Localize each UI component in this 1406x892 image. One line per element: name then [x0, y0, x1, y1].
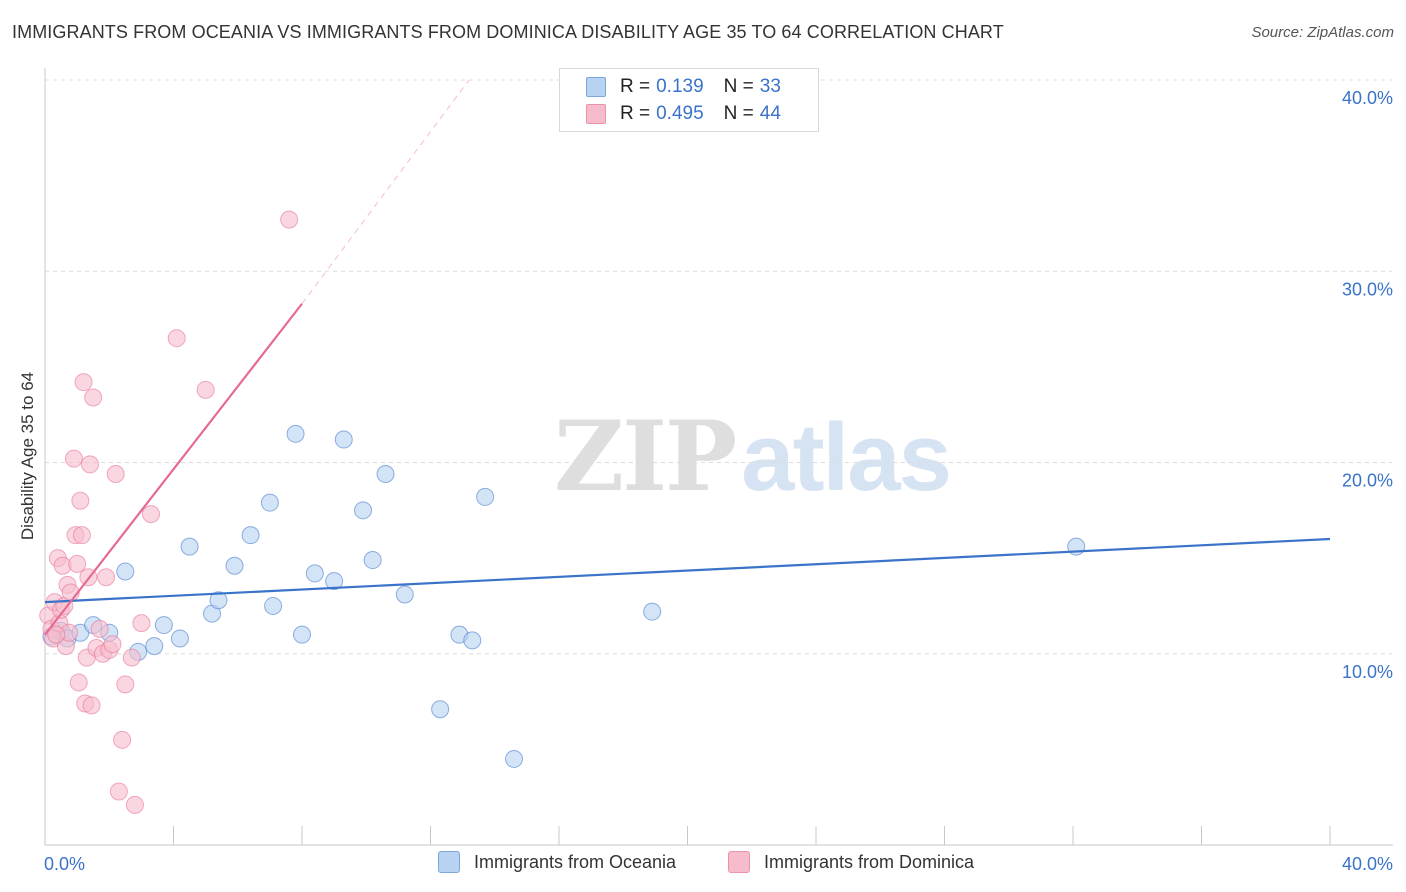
point-dominica [103, 635, 122, 654]
series-name-oceania: Immigrants from Oceania [474, 851, 677, 872]
point-dominica [80, 455, 99, 474]
point-dominica [106, 464, 125, 483]
series-legend-oceania[interactable]: Immigrants from Oceania [438, 851, 676, 873]
point-dominica [84, 388, 103, 407]
legend-n-label: N = [723, 76, 754, 97]
point-oceania [376, 464, 395, 483]
point-oceania [431, 700, 450, 719]
point-oceania [293, 625, 311, 644]
x-tick-label: 0.0% [44, 854, 85, 874]
legend-n-value: 44 [759, 103, 781, 124]
point-oceania [286, 424, 305, 443]
point-dominica [280, 210, 299, 229]
point-oceania [264, 596, 283, 615]
point-oceania [395, 585, 414, 604]
series-swatch-oceania [438, 851, 460, 873]
stats-legend: R = 0.139 N = 33 R = 0.495 N = 44 [559, 68, 819, 132]
point-dominica [90, 619, 109, 638]
point-oceania [209, 591, 228, 610]
point-dominica [74, 373, 93, 392]
legend-r-value: 0.139 [656, 76, 704, 97]
watermark-zip: ZIP [554, 400, 737, 513]
point-dominica [64, 449, 83, 468]
point-dominica [122, 648, 141, 667]
point-dominica [196, 380, 215, 399]
legend-r-label: R = [620, 76, 651, 97]
series-legend-dominica[interactable]: Immigrants from Dominica [728, 851, 974, 873]
y-axis-label: Disability Age 35 to 64 [18, 371, 37, 541]
point-dominica [142, 505, 161, 524]
watermark: ZIPatlas [554, 400, 952, 513]
point-oceania [354, 501, 373, 520]
legend-r-value: 0.495 [656, 103, 704, 124]
point-dominica [109, 782, 128, 801]
point-dominica [47, 625, 66, 644]
point-dominica [82, 696, 101, 715]
y-tick-label: 40.0% [1342, 88, 1393, 108]
y-tick-label: 30.0% [1342, 279, 1393, 299]
point-oceania [363, 551, 382, 570]
legend-n-value: 33 [759, 76, 781, 97]
series-swatch-dominica [728, 851, 750, 873]
series-name-dominica: Immigrants from Dominica [764, 851, 975, 872]
point-dominica [125, 795, 144, 814]
point-oceania [325, 572, 344, 591]
point-oceania [180, 537, 199, 556]
point-dominica [113, 730, 132, 749]
chart-title: IMMIGRANTS FROM OCEANIA VS IMMIGRANTS FR… [12, 22, 1004, 42]
point-oceania [145, 637, 164, 656]
point-oceania [170, 629, 189, 648]
point-dominica [69, 673, 88, 692]
point-oceania [505, 749, 524, 768]
point-dominica [72, 526, 91, 545]
point-oceania [116, 562, 135, 581]
legend-n-label: N = [723, 103, 754, 124]
x-tick-label: 40.0% [1342, 854, 1393, 874]
legend-row-oceania: R = 0.139 N = 33 [586, 74, 781, 100]
source-credit: Source: ZipAtlas.com [1251, 24, 1394, 41]
point-oceania [154, 616, 173, 635]
point-oceania [305, 564, 324, 583]
legend-row-dominica: R = 0.495 N = 44 [586, 101, 781, 127]
legend-swatch-oceania [586, 77, 606, 97]
series-legend: Immigrants from Oceania Immigrants from … [0, 851, 1406, 877]
y-tick-label: 10.0% [1342, 662, 1393, 682]
point-oceania [241, 526, 260, 545]
point-dominica [132, 614, 151, 633]
point-oceania [463, 631, 482, 650]
legend-swatch-dominica [586, 104, 606, 124]
trendline-oceania [44, 537, 1331, 604]
y-tick-label: 20.0% [1342, 471, 1393, 491]
legend-r-label: R = [620, 103, 651, 124]
point-dominica [167, 329, 186, 348]
point-oceania [225, 556, 244, 575]
point-oceania [334, 430, 353, 449]
point-dominica [71, 491, 90, 510]
point-oceania [643, 602, 662, 621]
point-oceania [260, 493, 279, 512]
point-dominica [116, 675, 135, 694]
point-oceania [476, 487, 495, 506]
point-dominica [97, 568, 116, 587]
trendline-dominica [44, 303, 303, 636]
point-dominica [68, 554, 87, 573]
watermark-atlas: atlas [741, 404, 952, 511]
trendline-extension-dominica [301, 79, 470, 305]
